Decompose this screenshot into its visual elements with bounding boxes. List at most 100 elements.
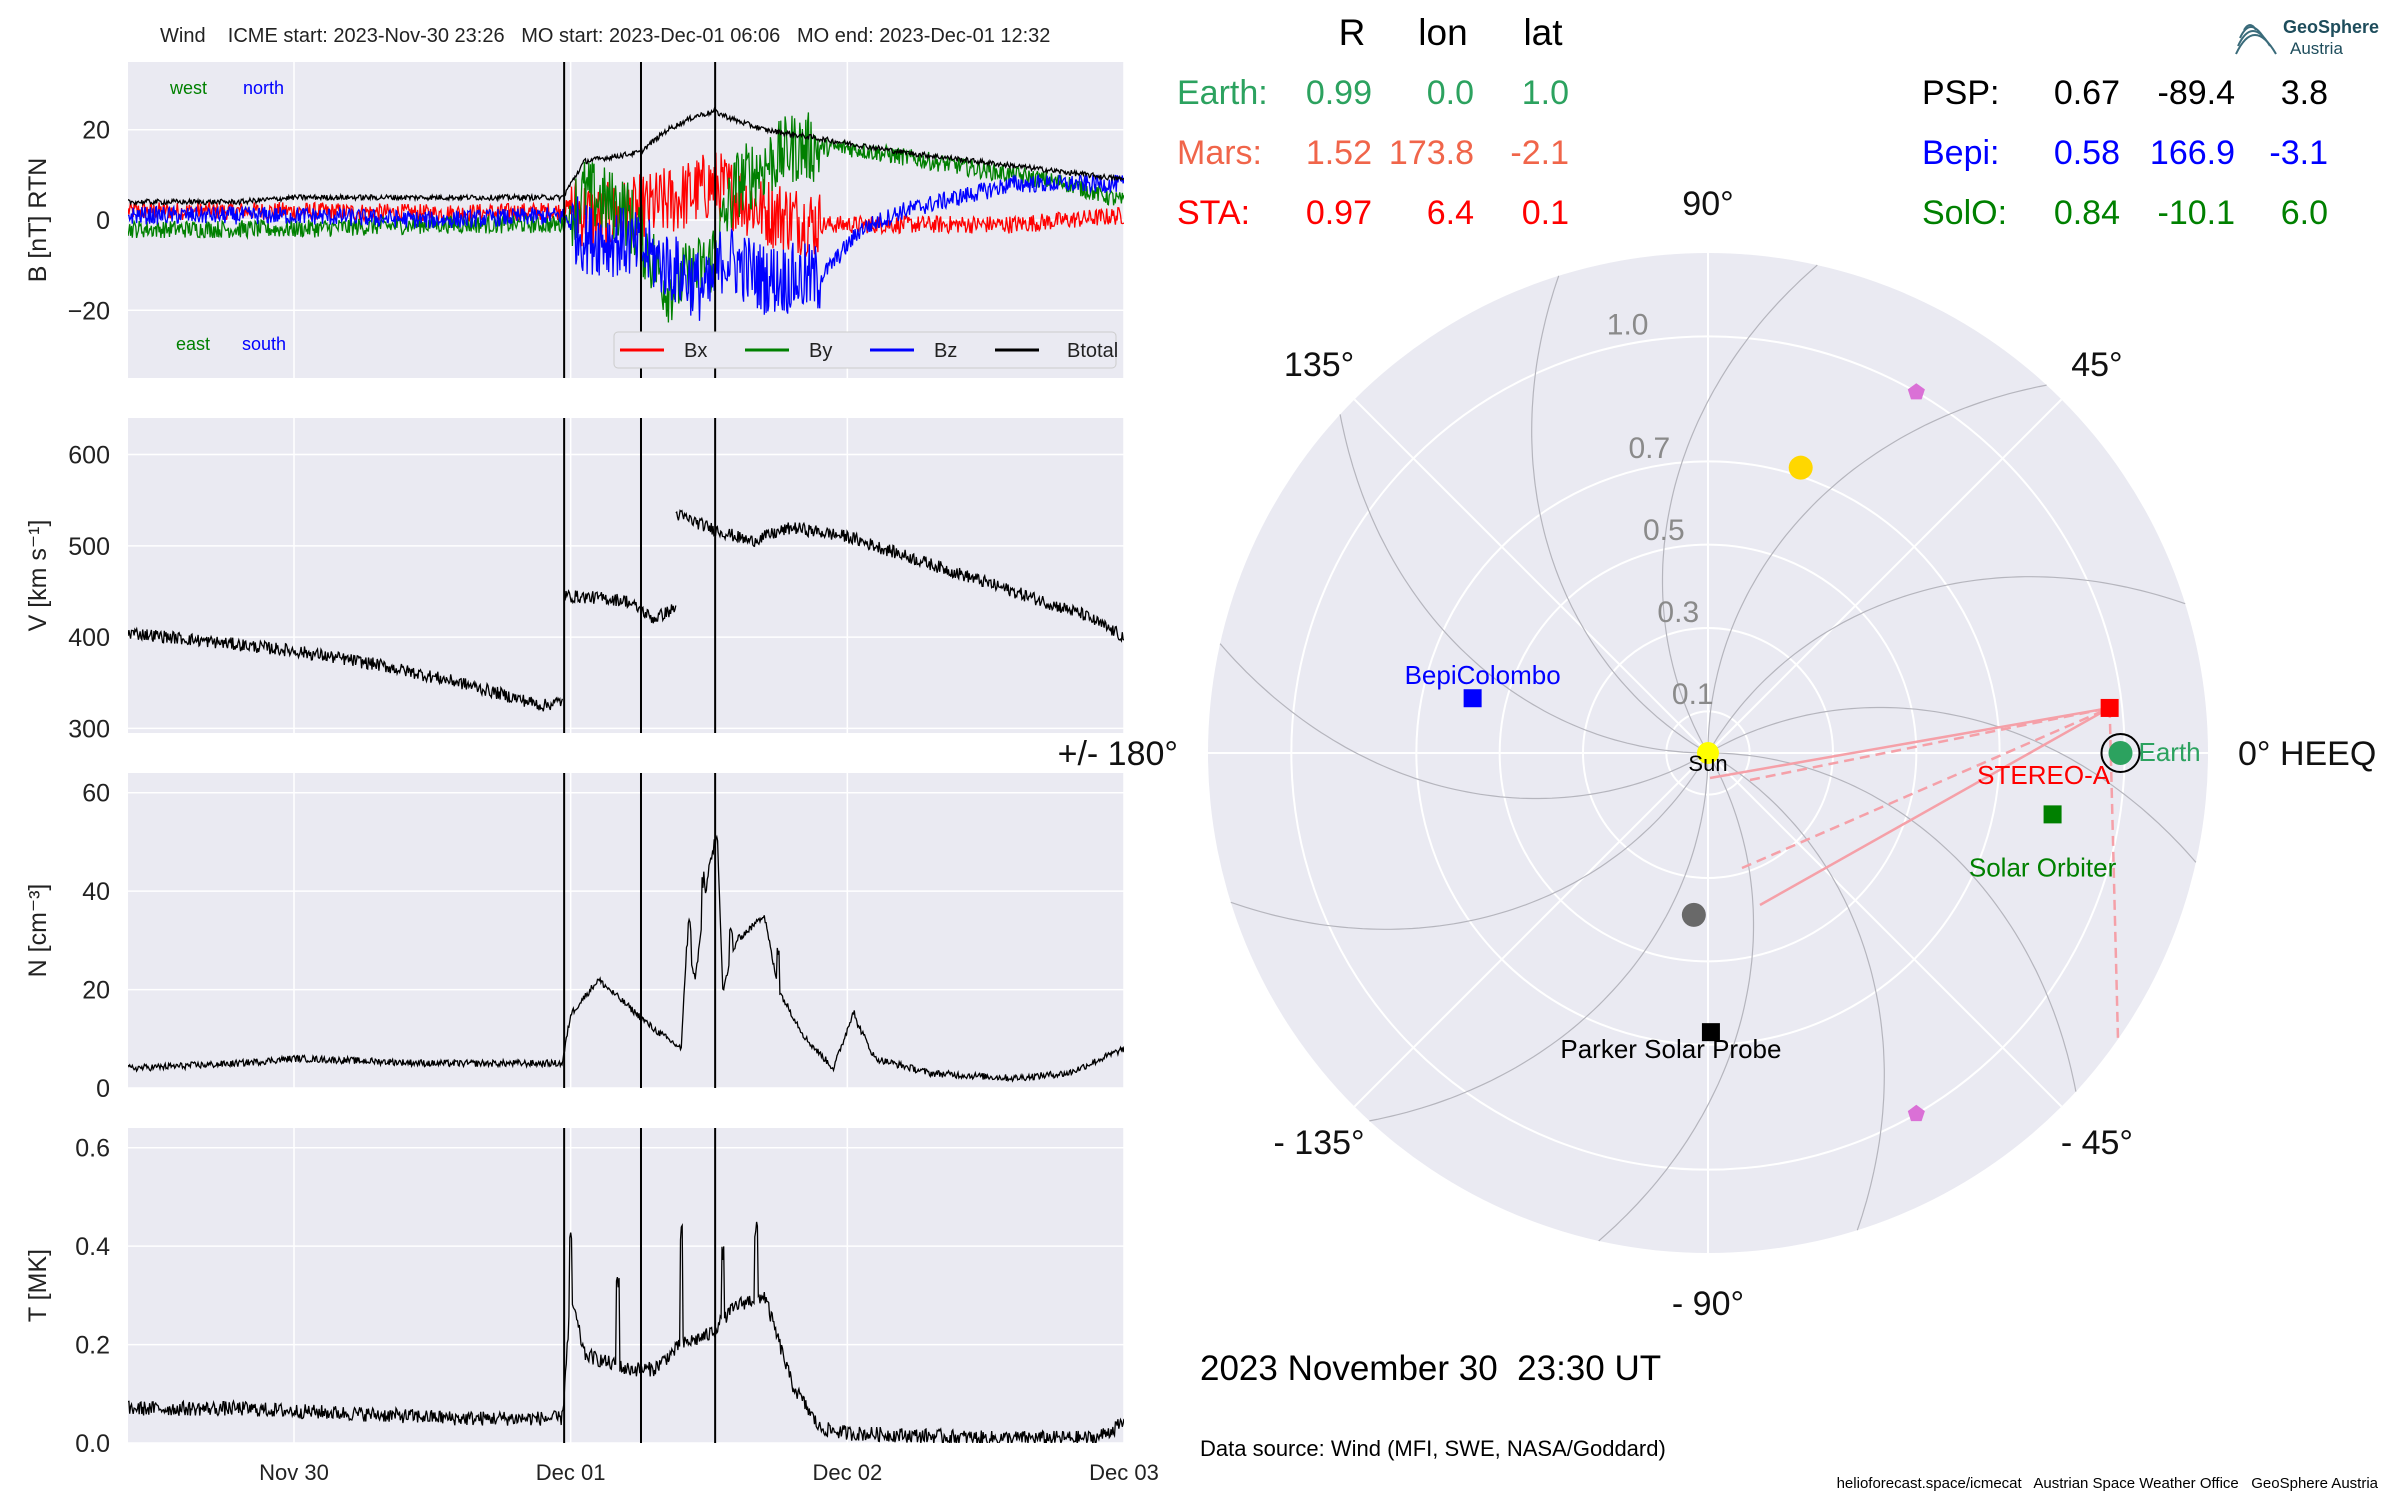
polar-spoke xyxy=(1707,398,2063,754)
r-tick-label: 0.1 xyxy=(1672,678,1714,711)
marker-stereo-a xyxy=(2100,698,2119,717)
data-source: Data source: Wind (MFI, SWE, NASA/Goddar… xyxy=(1200,1436,1666,1461)
series-group xyxy=(128,1221,1124,1443)
parker-spiral-line xyxy=(1707,384,2047,754)
panel-density: 60 40 20 0 N [cm⁻³] xyxy=(24,773,1125,1103)
y-tick-label: 20 xyxy=(82,977,110,1005)
row-lon-psp: -89.4 xyxy=(2158,74,2236,112)
row-label-bepi: Bepi: xyxy=(1922,134,2000,172)
panel-speed: 600 500 400 300 V [km s⁻¹] xyxy=(24,418,1125,743)
angle-label: 45° xyxy=(2071,346,2122,384)
marker-l5 xyxy=(1907,1104,1925,1122)
table-header-lon: lon xyxy=(1418,12,1467,53)
row-lon-solo: -10.1 xyxy=(2158,194,2236,232)
x-tick-label: Dec 03 xyxy=(1089,1460,1159,1485)
row-label-earth: Earth: xyxy=(1177,74,1268,112)
marker-bepicolombo xyxy=(1463,689,1482,708)
table-header-lat: lat xyxy=(1523,12,1563,53)
row-lat-bepi: -3.1 xyxy=(2269,134,2328,172)
field-line xyxy=(2108,707,2120,1041)
parker-spiral-line xyxy=(1598,752,1755,1242)
y-tick-label: 600 xyxy=(68,442,110,470)
r-tick-label: 0.5 xyxy=(1643,514,1685,547)
panel-background xyxy=(128,773,1124,1088)
polar-spoke xyxy=(1353,752,1709,1108)
row-lat-psp: 3.8 xyxy=(2281,74,2328,112)
row-lat-earth: 1.0 xyxy=(1522,74,1569,112)
row-lon-earth: 0.0 xyxy=(1427,74,1474,112)
timestamp: 2023 November 30 23:30 UT xyxy=(1200,1349,1661,1388)
marker-sun xyxy=(1697,742,1719,764)
parker-spiral-line xyxy=(1707,576,2186,754)
row-lon-sta: 6.4 xyxy=(1427,194,1474,232)
marker-earth xyxy=(2108,741,2133,765)
angle-label: - 135° xyxy=(1274,1124,1365,1162)
y-axis-label: B [nT] RTN xyxy=(24,158,52,283)
series-group xyxy=(128,106,1124,323)
y-tick-label: 400 xyxy=(68,624,110,652)
field-line xyxy=(1749,706,2110,782)
parker-spiral-line xyxy=(1369,752,1709,1122)
row-lon-mars: 173.8 xyxy=(1389,134,1474,172)
row-r-earth: 0.99 xyxy=(1306,74,1372,112)
y-tick-label: 0.0 xyxy=(75,1430,110,1458)
legend: Bx By Bz Btotal xyxy=(613,331,1118,369)
polar-position-plot: 0.1 0.3 0.5 0.7 1.0 90° 45° 135° +/- 180° 0° HEEQ… xyxy=(1058,185,2377,1323)
table-header-r: R xyxy=(1339,12,1366,53)
earth-ring xyxy=(2100,733,2141,773)
parker-spiral-line xyxy=(1707,706,2197,863)
row-r-bepi: 0.58 xyxy=(2054,134,2120,172)
y-axis-label: T [MK] xyxy=(24,1249,52,1322)
y-tick-label: 500 xyxy=(68,533,110,561)
field-line xyxy=(1709,706,2110,780)
direction-label-east: east xyxy=(176,334,210,354)
field-lines xyxy=(1709,706,2120,1041)
row-label-mars: Mars: xyxy=(1177,134,1262,172)
series-line-btotal xyxy=(128,106,1124,207)
row-r-psp: 0.67 xyxy=(2054,74,2120,112)
series-line-bz xyxy=(128,173,1124,321)
row-r-sta: 0.97 xyxy=(1306,194,1372,232)
angle-label: 135° xyxy=(1284,346,1354,384)
x-tick-label: Nov 30 xyxy=(259,1460,329,1485)
x-tick-label: Dec 01 xyxy=(536,1460,606,1485)
row-lat-sta: 0.1 xyxy=(1522,194,1569,232)
series-line-by xyxy=(128,112,1124,323)
row-r-mars: 1.52 xyxy=(1306,134,1372,172)
marker-parker-solar-probe xyxy=(1701,1023,1720,1042)
direction-label-north: north xyxy=(243,78,284,98)
y-tick-label: −20 xyxy=(68,297,110,325)
polar-spoke xyxy=(1353,398,1709,754)
series-line-v-0 xyxy=(128,626,564,712)
label-bepicolombo: BepiColombo xyxy=(1405,660,1561,690)
marker-mercury xyxy=(1681,902,1706,927)
y-axis-label: N [cm⁻³] xyxy=(24,884,52,978)
panel-temperature: 0.6 0.4 0.2 0.0 T [MK] Nov 30 Dec 01 Dec 02 Dec … xyxy=(24,1128,1159,1485)
parker-spiral-line xyxy=(1219,643,1709,800)
logo-swirl-icon xyxy=(2235,24,2277,55)
angle-label: 0° HEEQ xyxy=(2238,735,2376,773)
plot-title: Wind ICME start: 2023-Nov-30 23:26 MO st… xyxy=(160,25,1050,47)
row-label-psp: PSP: xyxy=(1922,74,1999,112)
polar-spoke xyxy=(1707,752,2063,1108)
legend-label-btotal: Btotal xyxy=(1067,340,1118,362)
series-group xyxy=(128,834,1124,1083)
parker-spiral-line xyxy=(1339,414,1709,754)
panel-magnetic_field: 20 0 −20 B [nT] RTN west north east south Bx By Bz… xyxy=(24,62,1125,378)
y-tick-label: 40 xyxy=(82,878,110,906)
angle-label: 90° xyxy=(1682,185,1733,223)
series-line-n xyxy=(128,834,1124,1083)
y-tick-label: 0.2 xyxy=(75,1332,110,1360)
row-lat-mars: -2.1 xyxy=(1510,134,1569,172)
label-stereo-a: STEREO-A xyxy=(1977,760,2111,790)
legend-frame xyxy=(613,331,1117,369)
direction-label-south: south xyxy=(242,334,286,354)
y-tick-label: 0 xyxy=(96,1075,110,1103)
y-axis-label: V [km s⁻¹] xyxy=(24,520,52,632)
label-solar-orbiter: Solar Orbiter xyxy=(1969,852,2117,882)
y-tick-label: 0 xyxy=(96,207,110,235)
angle-label: +/- 180° xyxy=(1058,735,1178,773)
r-tick-label: 0.3 xyxy=(1657,596,1699,629)
